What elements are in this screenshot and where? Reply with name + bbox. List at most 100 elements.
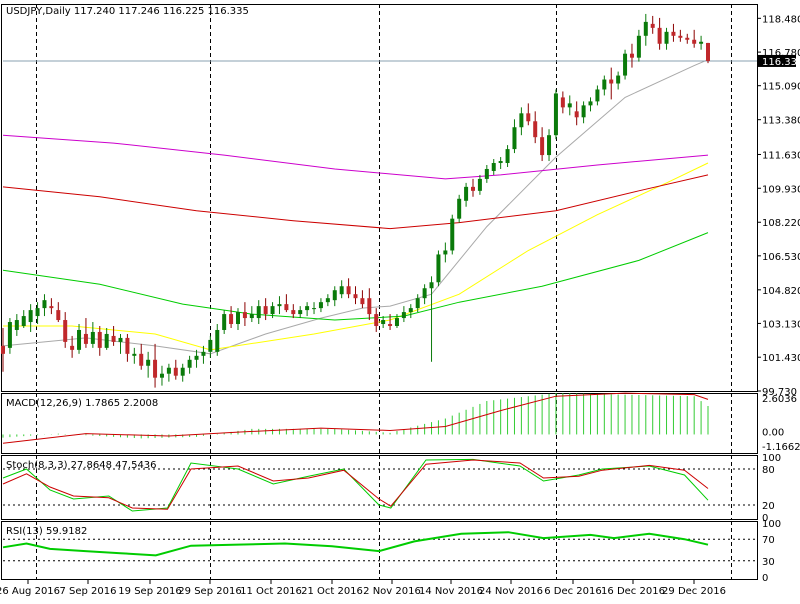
chart-title: USDJPY,Daily 117.240 117.246 116.225 116… (6, 6, 249, 17)
macd-title: MACD(12,26,9) 1.7865 2.2008 (6, 398, 158, 409)
candle-body (298, 310, 303, 315)
candle-body (312, 308, 317, 310)
candle-body (263, 306, 268, 315)
candle-body (699, 41, 704, 44)
candle-body (270, 306, 275, 315)
candle-body (146, 359, 151, 366)
x-tick-label: 11 Oct 2016 (240, 586, 302, 597)
candle-body (436, 254, 441, 283)
candle-body (526, 113, 531, 122)
candle-body (374, 314, 379, 327)
candle-body (242, 312, 247, 319)
candle-body (629, 53, 634, 58)
candle-body (643, 21, 648, 36)
candle-body (284, 304, 289, 311)
candle-body (90, 331, 95, 344)
candle-body (139, 353, 144, 366)
stoch-tick: 0 (762, 513, 768, 524)
y-tick-label: 113.380 (762, 116, 800, 127)
candle-body (574, 111, 579, 118)
candle-body (332, 290, 337, 301)
y-tick-label: 116.780 (762, 48, 800, 59)
rsi-title: RSI(13) 59.9182 (6, 526, 87, 537)
macd-tick: -1.1662 (762, 442, 800, 453)
candle-body (367, 298, 372, 315)
candle-body (339, 286, 344, 295)
candle-body (56, 310, 61, 321)
candle-body (602, 79, 607, 90)
candle-body (636, 35, 641, 58)
rsi-line-0 (2, 531, 709, 557)
candle-body (346, 286, 351, 295)
ma-line-2 (2, 232, 709, 321)
candle-body (533, 121, 538, 138)
candle-body (484, 168, 489, 179)
candle-body (166, 367, 171, 374)
candle-body (325, 298, 330, 303)
candle-body (111, 335, 116, 342)
candle-body (567, 103, 572, 108)
candle-body (706, 42, 710, 61)
ma-line-3 (2, 174, 709, 230)
candle-body (471, 186, 475, 191)
candle-body (215, 329, 220, 352)
candle-body (477, 178, 482, 191)
rsi-tick: 30 (762, 557, 775, 568)
x-tick-label: 29 Dec 2016 (662, 586, 726, 597)
current-price-label: 116.335 (762, 57, 800, 68)
candle-body (49, 306, 54, 309)
candle-body (360, 298, 365, 305)
candle-body (173, 367, 178, 376)
candle-body (159, 373, 164, 378)
candle-body (609, 79, 614, 84)
y-tick-label: 99.730 (762, 387, 797, 398)
candle-body (104, 333, 109, 348)
macd-tick: 2.6036 (762, 394, 797, 405)
macd-signal-line (2, 392, 709, 444)
stoch-line-1 (2, 459, 709, 510)
candle-body (153, 359, 158, 378)
candle-body (616, 75, 621, 84)
stoch-tick: 80 (762, 465, 775, 476)
candle-body (429, 282, 434, 289)
candle-body (560, 97, 565, 108)
x-tick-label: 6 Dec 2016 (544, 586, 602, 597)
current-price-badge (758, 54, 796, 67)
x-tick-label: 26 Aug 2016 (0, 586, 60, 597)
candle-body (256, 306, 261, 319)
candle-body (394, 318, 399, 327)
candle-body (457, 198, 462, 219)
candle-body (70, 345, 75, 350)
candle-body (664, 31, 669, 44)
candle-body (401, 312, 406, 319)
rsi-tick: 70 (762, 535, 775, 546)
candle-body (21, 316, 26, 327)
x-tick-label: 19 Sep 2016 (118, 586, 181, 597)
x-tick-label: 29 Sep 2016 (178, 586, 241, 597)
candle-body (595, 89, 600, 102)
candle-body (132, 353, 137, 356)
ma-line-4 (2, 134, 709, 180)
x-tick-label: 2 Nov 2016 (363, 586, 421, 597)
candle-body (464, 186, 469, 201)
candle-body (505, 149, 510, 164)
candle-body (222, 314, 227, 330)
candle-body (7, 322, 12, 348)
candle-body (83, 333, 88, 344)
candle-body (692, 39, 697, 44)
x-tick-label: 21 Oct 2016 (301, 586, 363, 597)
candle-body (388, 324, 393, 327)
candle-body (194, 355, 199, 360)
candle-body (415, 298, 420, 309)
y-tick-label: 103.130 (762, 319, 800, 330)
candle-body (318, 302, 323, 309)
y-tick-label: 111.630 (762, 150, 800, 161)
candle-body (512, 127, 517, 150)
candle-body (1, 345, 5, 354)
x-tick-label: 7 Sep 2016 (59, 586, 116, 597)
candle-body (208, 339, 213, 352)
x-tick-label: 14 Nov 2016 (419, 586, 483, 597)
candle-body (381, 320, 386, 325)
